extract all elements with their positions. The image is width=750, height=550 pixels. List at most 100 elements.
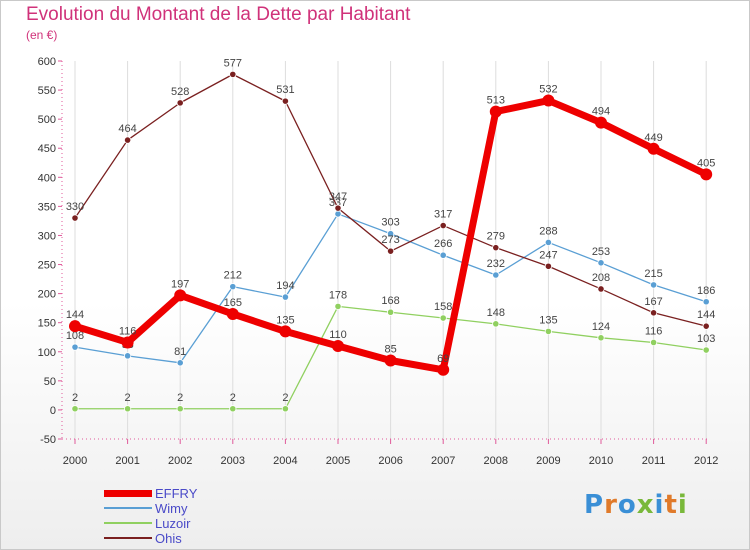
x-tick-label: 2000 [63,455,87,467]
data-label: 135 [276,314,294,326]
y-tick-label: 100 [38,347,56,359]
y-tick-label: 600 [38,56,56,68]
x-tick-label: 2003 [221,455,245,467]
data-point [71,343,79,351]
data-label: 144 [66,309,84,321]
logo-letter: i [654,490,665,520]
logo-letter: i [677,490,688,520]
data-point [281,97,289,105]
data-label: 116 [645,325,663,337]
data-point [124,405,132,413]
data-point [647,142,660,155]
legend-label: Wimy [155,501,188,516]
data-point [437,363,450,376]
data-label: 232 [487,258,505,270]
x-tick-label: 2012 [694,455,718,467]
data-label: 144 [697,309,715,321]
x-tick-label: 2005 [326,455,350,467]
y-tick-label: 250 [38,260,56,272]
y-tick-label: 400 [38,172,56,184]
data-point [544,262,553,270]
data-point [334,204,342,212]
legend-label: EFFRY [155,486,198,501]
data-point [702,346,710,354]
legend-swatch [104,490,152,497]
chart-title: Evolution du Montant de la Dette par Hab… [26,4,411,25]
data-point [229,405,237,413]
data-point [386,230,395,238]
data-label: 116 [119,325,137,337]
x-tick-label: 2004 [273,455,297,467]
data-label: 513 [487,95,505,107]
data-label: 215 [644,268,662,280]
data-label: 69 [437,353,449,365]
data-label: 124 [592,321,610,333]
data-label: 279 [487,231,505,243]
data-label: 253 [592,246,610,258]
data-label: 577 [224,57,242,69]
data-point [176,405,184,413]
x-tick-label: 2011 [642,455,666,467]
x-tick-label: 2008 [484,455,508,467]
data-point [597,334,605,342]
logo-letter: x [636,490,655,520]
logo-letter: o [617,490,637,520]
x-tick-label: 2001 [115,455,139,467]
y-tick-label: 0 [50,405,56,417]
data-label: 347 [329,191,347,203]
proxiti-logo: Proxiti [584,490,688,520]
data-point [71,214,79,222]
y-tick-label: 500 [38,114,56,126]
data-point [439,221,447,230]
logo-letter: r [604,490,618,520]
data-label: 158 [434,301,452,313]
data-label: 449 [644,132,662,144]
data-label: 317 [434,209,452,221]
data-label: 273 [381,234,399,246]
data-point [702,298,710,306]
data-point [281,405,289,413]
data-point [489,105,502,118]
data-point [384,354,397,367]
y-tick-label: 300 [38,230,56,242]
data-point [649,281,658,289]
data-point [281,293,289,301]
y-tick-label: 550 [38,85,56,97]
data-point [492,244,500,252]
data-point [229,70,237,78]
data-point [121,336,134,349]
data-label: 2 [177,392,183,404]
chart-subtitle: (en €) [26,28,58,42]
data-point [597,285,605,293]
data-label: 135 [539,314,557,326]
data-point [334,302,342,311]
data-point [595,116,607,129]
data-point [69,320,81,333]
data-point [649,309,658,317]
legend-swatch [104,537,152,539]
data-label: 2 [125,392,131,404]
y-tick-label: 450 [38,143,56,155]
data-label: 532 [539,84,557,96]
data-point [597,259,605,267]
data-label: 266 [434,238,452,250]
data-point [279,325,292,338]
y-tick-label: 350 [38,201,56,213]
data-label: 288 [539,225,557,237]
data-label: 212 [224,270,242,282]
y-tick-label: 150 [38,318,56,330]
data-label: 2 [282,392,288,404]
data-point [544,327,553,336]
data-label: 303 [381,217,399,229]
data-point [700,168,713,181]
data-point [702,322,710,330]
data-label: 103 [697,333,715,345]
legend-label: Luzoir [155,516,191,531]
data-point [386,308,395,316]
data-label: 405 [697,157,715,169]
y-tick-label: 200 [38,289,56,301]
data-label: 110 [329,329,347,341]
data-point [439,314,447,322]
x-tick-label: 2007 [431,455,455,467]
